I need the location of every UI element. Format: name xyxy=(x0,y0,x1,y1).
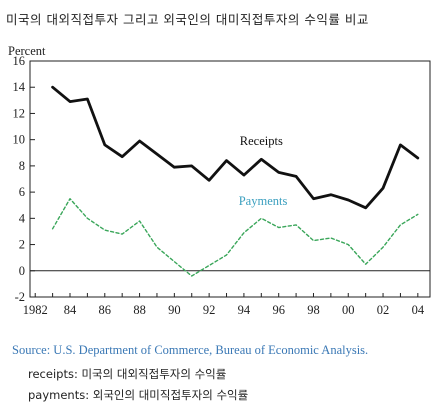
x-tick-label: 02 xyxy=(377,303,390,317)
series-line-payments xyxy=(51,197,419,277)
y-tick-label: -2 xyxy=(15,290,25,304)
y-tick-label: 6 xyxy=(19,185,25,199)
annotations: Receipts Payments xyxy=(239,134,288,208)
source-note: Source: U.S. Department of Commerce, Bur… xyxy=(12,343,369,357)
y-tick-label: 12 xyxy=(13,106,26,120)
x-tick-label: 04 xyxy=(412,303,425,317)
x-tick-label: 98 xyxy=(307,303,320,317)
y-axis-label: Percent xyxy=(8,44,46,58)
note-receipts: receipts: 미국의 대외직접투자의 수익률 xyxy=(28,367,227,381)
plot-frame xyxy=(29,60,431,298)
x-tick-label: 88 xyxy=(133,303,146,317)
x-axis: 1982 84 86 88 90 92 94 96 98 00 02 04 xyxy=(23,293,425,317)
x-tick-label: 92 xyxy=(203,303,216,317)
series-line-receipts xyxy=(51,85,420,210)
x-tick-label: 94 xyxy=(238,303,251,317)
note-payments: payments: 외국인의 대미직접투자의 수익률 xyxy=(28,388,249,402)
chart-title: 미국의 대외직접투자 그리고 외국인의 대미직접투자의 수익률 비교 xyxy=(6,12,369,27)
y-tick-label: 8 xyxy=(19,159,25,173)
series-group xyxy=(51,85,420,277)
x-tick-label: 96 xyxy=(272,303,285,317)
y-axis: -2 0 2 4 6 8 10 12 14 16 xyxy=(13,54,430,304)
y-tick-label: 14 xyxy=(13,80,26,94)
x-tick-label: 86 xyxy=(99,303,112,317)
series-annotation: Payments xyxy=(239,194,288,208)
x-tick-label: 1982 xyxy=(23,303,48,317)
y-tick-label: 2 xyxy=(19,238,25,252)
x-tick-label: 90 xyxy=(168,303,181,317)
y-tick-label: 10 xyxy=(13,133,26,147)
x-tick-label: 00 xyxy=(342,303,355,317)
y-tick-label: 4 xyxy=(19,211,26,225)
y-tick-label: 0 xyxy=(19,264,25,278)
series-annotation: Receipts xyxy=(240,134,283,148)
x-tick-label: 84 xyxy=(64,303,77,317)
y-tick-label: 16 xyxy=(13,54,26,68)
